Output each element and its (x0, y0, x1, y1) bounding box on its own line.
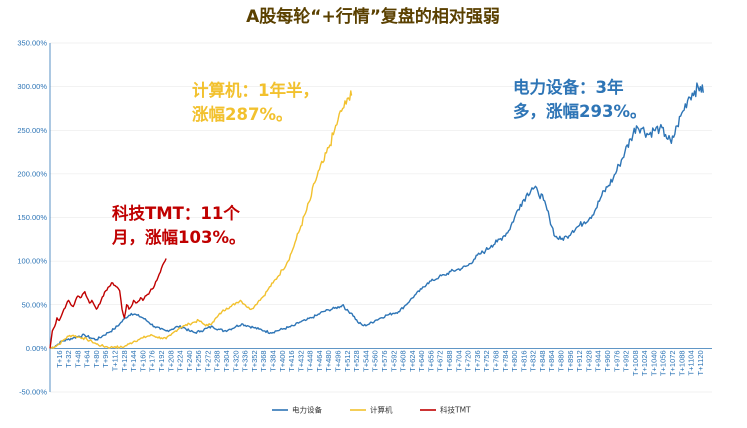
x-tick-label: T+704 (454, 350, 463, 371)
x-tick-label: T+576 (380, 350, 389, 371)
annotation-text: 涨幅287%。 (192, 104, 292, 124)
x-tick-label: T+96 (101, 350, 110, 367)
y-tick-label: 350.00% (17, 39, 47, 48)
y-tick-label: 50.00% (22, 300, 48, 309)
x-tick-label: T+560 (371, 350, 380, 371)
x-tick-label: T+800 (510, 350, 519, 371)
y-tick-label: 100.00% (17, 257, 47, 266)
annotation-text: 计算机：1年半， (192, 80, 319, 100)
x-tick-label: T+224 (176, 350, 185, 371)
x-tick-label: T+1072 (668, 350, 677, 376)
x-tick-label: T+1104 (687, 350, 696, 375)
series-layer (49, 82, 704, 350)
x-tick-label: T+1008 (631, 350, 640, 376)
x-tick-label: T+784 (501, 350, 510, 371)
x-tick-label: T+128 (120, 350, 129, 371)
x-tick-label: T+320 (231, 350, 240, 371)
legend: 电力设备 计算机 科技TMT (272, 405, 471, 415)
x-tick-label: T+64 (83, 350, 92, 367)
x-tick-label: T+512 (343, 350, 352, 371)
x-tick-label: T+48 (73, 350, 82, 367)
x-tick-label: T+416 (287, 350, 296, 371)
x-tick-label: T+304 (222, 350, 231, 371)
x-tick-label: T+400 (278, 350, 287, 371)
x-tick-label: T+656 (426, 350, 435, 371)
x-tick-label: T+448 (306, 350, 315, 371)
x-tick-label: T+912 (575, 350, 584, 371)
grid-layer (50, 42, 712, 393)
x-tick-layer: T+16 T+32 T+48 T+64 T+80 T+96 T+112 T+128 T+144 T… (55, 350, 705, 376)
x-tick-label: T+768 (491, 350, 500, 371)
legend-label: 计算机 (370, 405, 393, 415)
x-tick-label: T+160 (138, 350, 147, 371)
x-tick-label: T+464 (315, 350, 324, 371)
series-line (49, 82, 704, 350)
x-tick-label: T+720 (464, 350, 473, 371)
x-tick-label: T+336 (241, 350, 250, 371)
x-tick-label: T+272 (203, 350, 212, 371)
x-tick-label: T+432 (296, 350, 305, 371)
x-tick-label: T+240 (185, 350, 194, 371)
y-tick-label: 200.00% (17, 169, 47, 178)
x-tick-label: T+816 (519, 350, 528, 371)
x-tick-label: T+80 (92, 350, 101, 367)
x-tick-label: T+32 (64, 350, 73, 367)
x-tick-label: T+592 (389, 350, 398, 371)
x-tick-label: T+608 (399, 350, 408, 371)
x-tick-label: T+496 (334, 350, 343, 371)
x-tick-label: T+528 (352, 350, 361, 371)
x-tick-label: T+624 (408, 350, 417, 371)
x-tick-label: T+288 (213, 350, 222, 371)
series-line (49, 90, 353, 350)
series-line (49, 258, 167, 349)
x-tick-label: T+992 (622, 350, 631, 371)
annotation-text: 月，涨幅103%。 (111, 227, 245, 247)
x-tick-label: T+928 (584, 350, 593, 371)
y-tick-label: 300.00% (17, 82, 47, 91)
x-tick-label: T+896 (566, 350, 575, 371)
x-tick-label: T+352 (250, 350, 259, 371)
x-tick-label: T+752 (482, 350, 491, 371)
x-tick-label: T+976 (612, 350, 621, 371)
x-tick-label: T+832 (529, 350, 538, 371)
x-tick-label: T+672 (436, 350, 445, 371)
x-tick-label: T+1024 (640, 350, 649, 376)
x-tick-label: T+688 (445, 350, 454, 371)
annotation-text: 多，涨幅293%。 (513, 101, 646, 121)
x-tick-label: T+480 (324, 350, 333, 371)
x-tick-label: T+640 (417, 350, 426, 371)
x-tick-label: T+256 (194, 350, 203, 371)
x-tick-label: T+864 (547, 350, 556, 371)
x-tick-label: T+736 (473, 350, 482, 371)
x-tick-label: T+144 (129, 350, 138, 371)
x-tick-label: T+208 (166, 350, 175, 371)
x-tick-label: T+880 (557, 350, 566, 371)
x-tick-label: T+192 (157, 350, 166, 371)
x-tick-label: T+848 (538, 350, 547, 371)
legend-label: 科技TMT (440, 405, 471, 415)
x-tick-label: T+960 (603, 350, 612, 371)
legend-label: 电力设备 (292, 405, 322, 415)
annotation-text: 电力设备：3年 (513, 77, 624, 97)
axis-layer: 350.00% 300.00% 250.00% 200.00% 150.00% 100.0… (17, 39, 712, 397)
y-tick-label: 250.00% (17, 126, 47, 135)
annotation-layer: 计算机：1年半， 涨幅287%。 电力设备：3年多，涨幅293%。科技TMT：11个… (111, 77, 646, 247)
chart-title: A股每轮“+行情”复盘的相对强弱 (246, 6, 500, 27)
x-tick-label: T+944 (594, 350, 603, 371)
x-tick-label: T+1088 (677, 350, 686, 376)
x-tick-label: T+384 (268, 350, 277, 371)
x-tick-label: T+1120 (696, 350, 705, 375)
y-tick-label: 0.00% (26, 344, 48, 353)
y-tick-label: 150.00% (17, 213, 47, 222)
x-tick-label: T+176 (148, 350, 157, 371)
y-tick-label: -50.00% (19, 388, 47, 397)
annotation-text: 科技TMT：11个 (112, 203, 240, 223)
x-tick-label: T+368 (259, 350, 268, 371)
x-tick-label: T+544 (361, 350, 370, 371)
x-tick-label: T+112 (111, 350, 120, 371)
x-tick-label: T+16 (55, 350, 64, 367)
x-tick-label: T+1040 (649, 350, 658, 376)
x-tick-label: T+1056 (659, 350, 668, 376)
